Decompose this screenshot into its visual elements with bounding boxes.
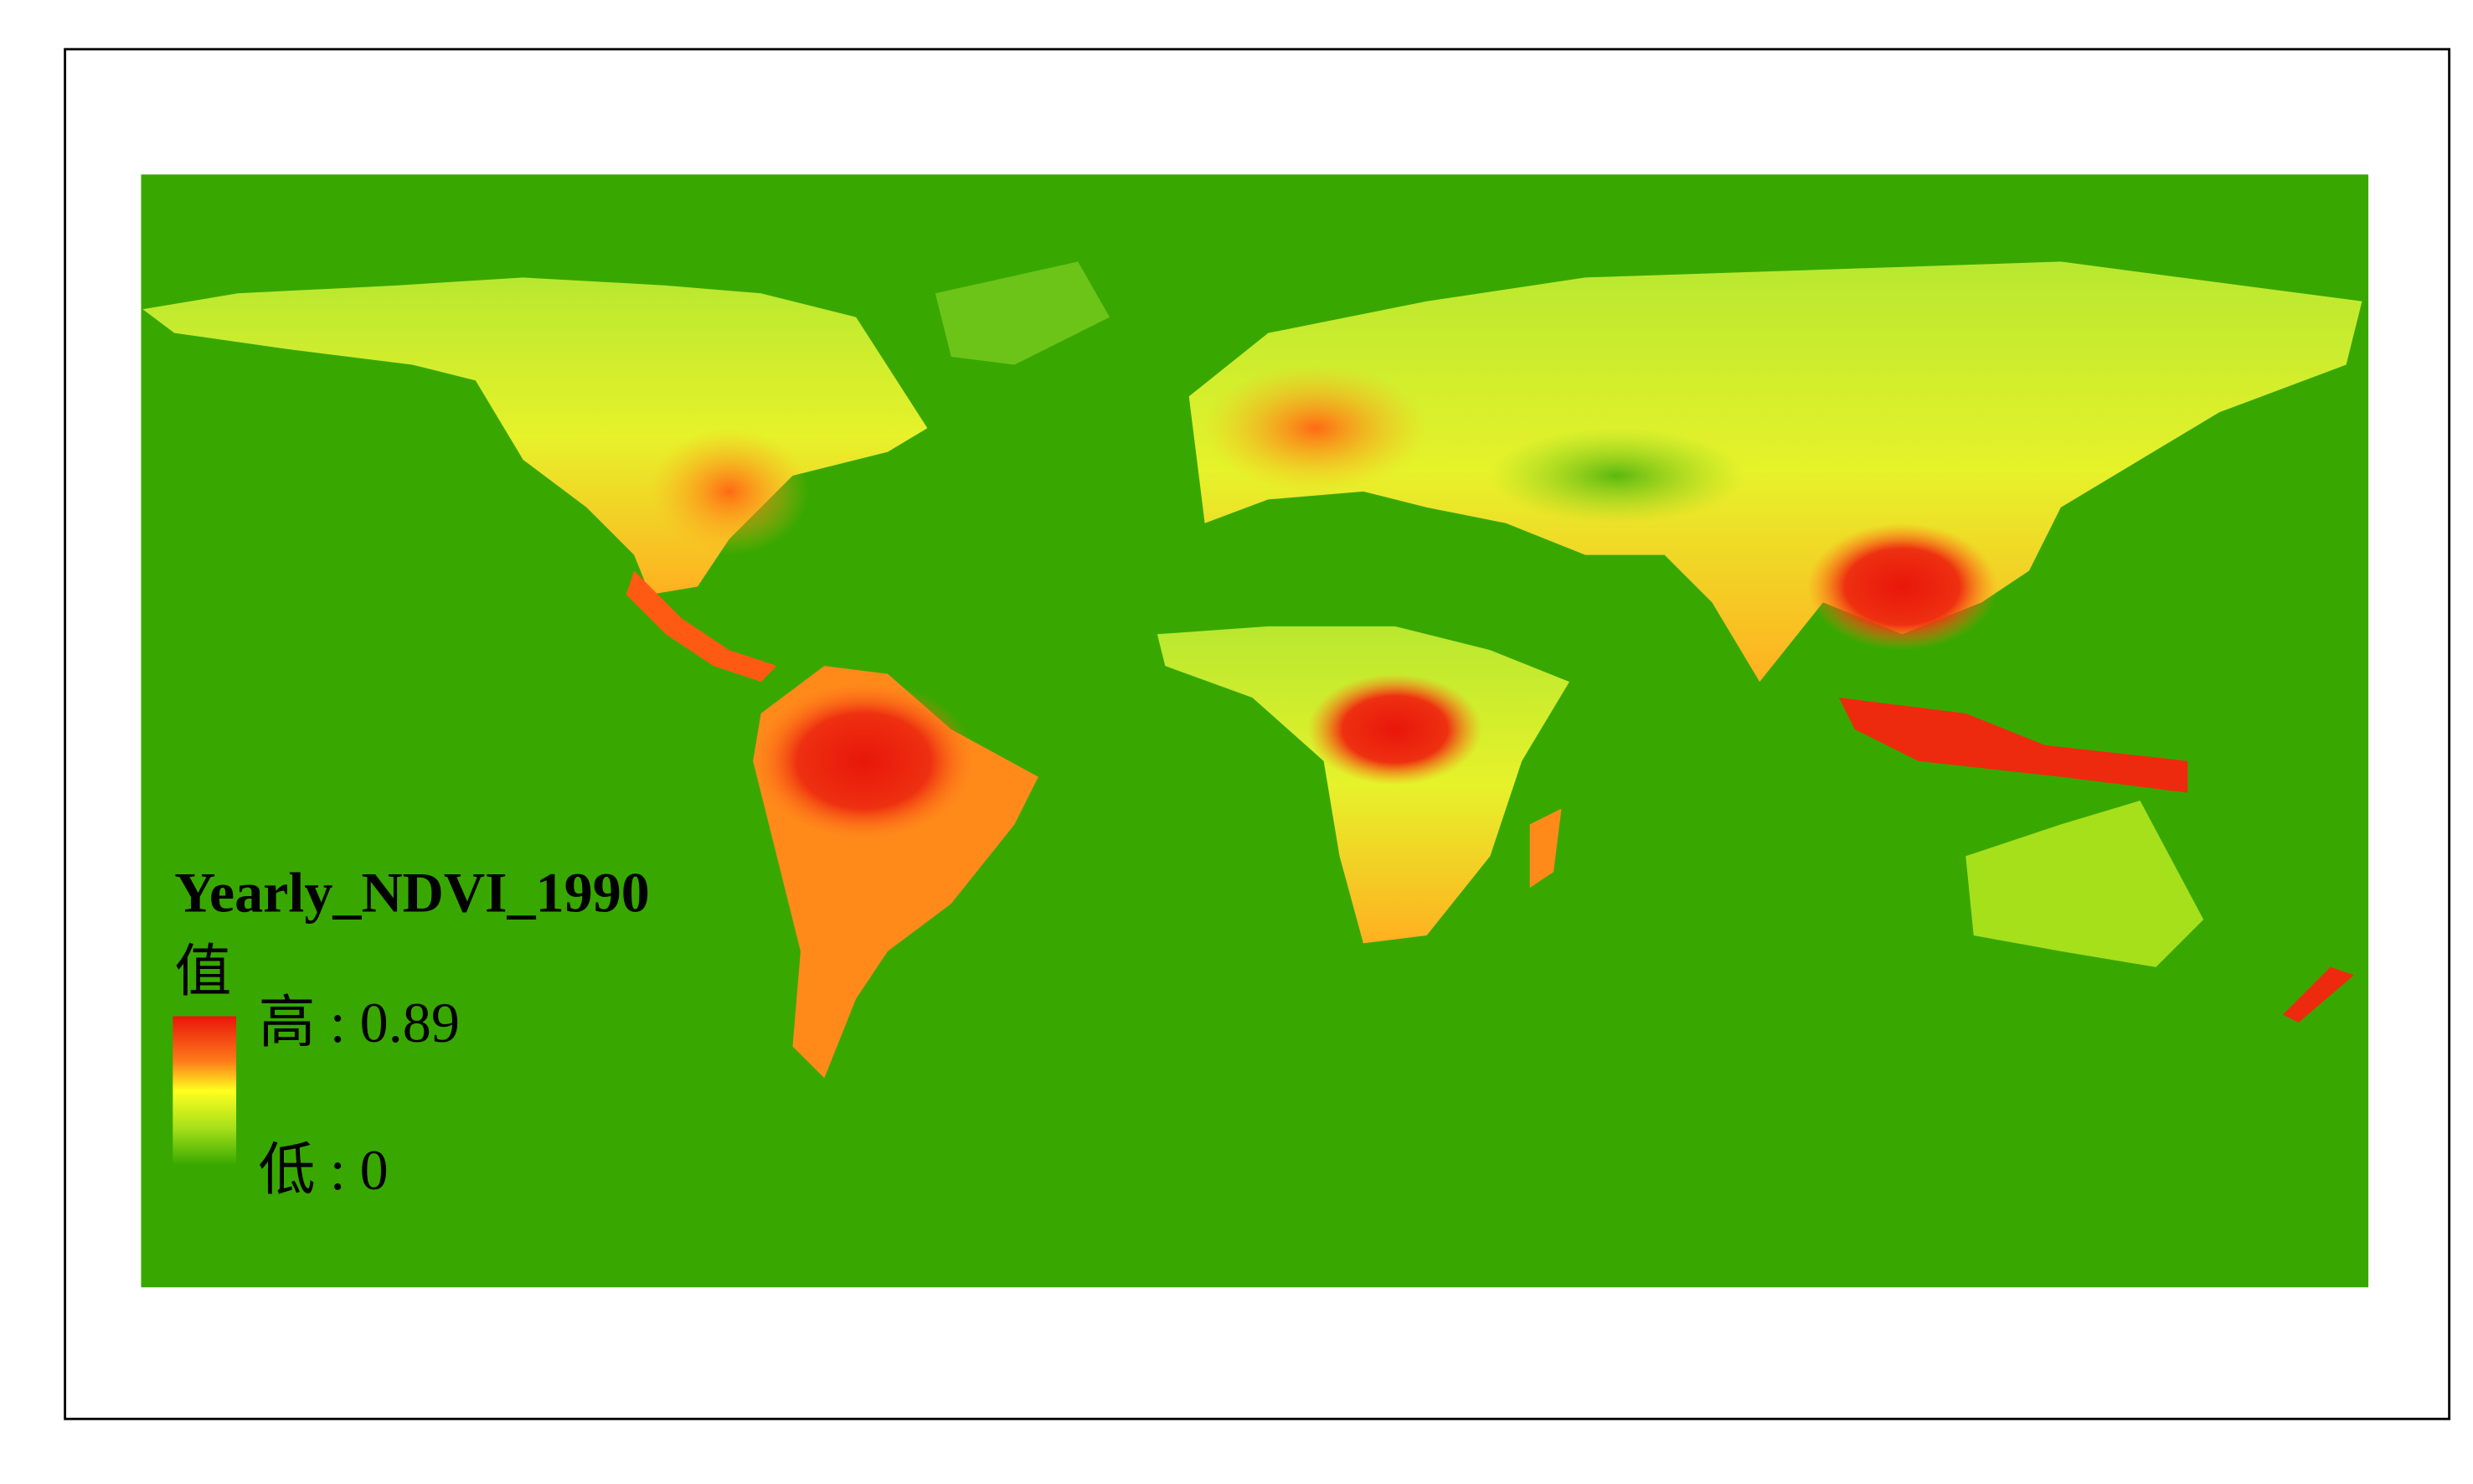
congo	[1307, 673, 1482, 786]
legend-high: 高 : 0.89	[259, 991, 460, 1054]
amazon	[753, 682, 976, 841]
land	[142, 261, 2362, 1079]
sahara	[1490, 428, 1744, 523]
south-asia	[1806, 523, 1998, 651]
east-us	[650, 428, 809, 555]
europe	[1204, 364, 1427, 492]
greenland	[935, 261, 1110, 365]
indonesia	[1838, 697, 2188, 793]
new-zealand	[2282, 966, 2355, 1023]
legend-ramp	[173, 1016, 237, 1166]
madagascar	[1529, 808, 1562, 889]
legend-low: 低 : 0	[259, 1138, 389, 1202]
central-america	[626, 570, 777, 683]
eurasia	[1188, 261, 2362, 683]
australia	[1966, 801, 2204, 967]
legend-heading: 值	[174, 940, 231, 1003]
map-title: Yearly_NDVI_1990	[174, 861, 650, 925]
